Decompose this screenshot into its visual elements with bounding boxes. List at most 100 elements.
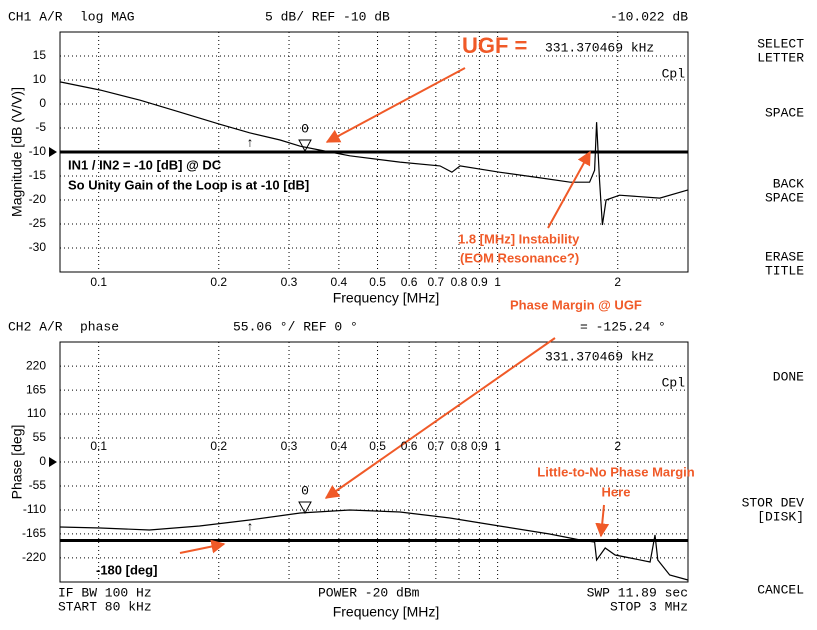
- status-text: POWER -20 dBm: [318, 585, 420, 600]
- y-tick-label: -5: [35, 120, 46, 134]
- x-tick-label: 0.2: [210, 275, 227, 289]
- annotation: Cpl: [662, 375, 686, 390]
- softkey-label: SPACE: [765, 190, 804, 205]
- y-tick-label: -25: [29, 216, 47, 230]
- y-tick-label: -10: [29, 144, 47, 158]
- softkey-label: TITLE: [765, 263, 804, 278]
- status-text: SWP 11.89 sec: [587, 585, 688, 600]
- softkey-label: DONE: [773, 369, 804, 384]
- y-tick-label: -220: [22, 550, 46, 564]
- x-tick-label: 0.1: [90, 275, 107, 289]
- annotation: Cpl: [662, 66, 686, 81]
- x-tick-label: 0.2: [210, 439, 227, 453]
- x-tick-label: 0.3: [281, 439, 298, 453]
- y-tick-label: 55: [33, 430, 47, 444]
- x-tick-label: 0.4: [331, 275, 348, 289]
- plot-frame: [59, 341, 689, 583]
- y-axis-label: Magnitude [dB (V/V)]: [9, 87, 25, 217]
- softkey-label: SPACE: [765, 105, 804, 120]
- annotation: 331.370469 kHz: [545, 40, 654, 55]
- y-tick-label: -20: [29, 192, 47, 206]
- channel-header: CH1 A/R: [8, 9, 63, 24]
- marker-arrow: ↑: [246, 519, 254, 534]
- softkey-label: BACK: [773, 176, 804, 191]
- phase-margin-arrow: [324, 337, 556, 499]
- x-axis-label: Frequency [MHz]: [333, 290, 440, 306]
- status-text: START 80 kHz: [58, 599, 152, 614]
- y-tick-label: 10: [33, 72, 47, 86]
- annotation: Here: [602, 484, 631, 499]
- softkey-label: STOR DEV: [742, 495, 805, 510]
- annotation: -180 [deg]: [96, 562, 157, 577]
- y-tick-label: 110: [27, 406, 46, 420]
- x-tick-label: 2: [614, 275, 621, 289]
- annotation: So Unity Gain of the Loop is at -10 [dB]: [68, 177, 309, 192]
- channel-header: phase: [80, 319, 119, 334]
- annotation: 331.370469 kHz: [545, 349, 654, 364]
- y-axis-label: Phase [deg]: [9, 425, 25, 500]
- channel-header: -10.022 dB: [610, 9, 688, 24]
- x-tick-label: 0.8: [451, 439, 468, 453]
- trace: [59, 81, 689, 226]
- status-text: STOP 3 MHz: [610, 599, 688, 614]
- softkey-label: SELECT: [757, 36, 804, 51]
- status-text: IF BW 100 Hz: [58, 585, 152, 600]
- x-tick-label: 0.9: [471, 439, 488, 453]
- x-tick-label: 0.5: [369, 275, 386, 289]
- x-tick-label: 0.6: [401, 275, 418, 289]
- x-tick-label: 1: [494, 275, 501, 289]
- annotation: = -125.24 °: [580, 319, 666, 334]
- softkey-label: LETTER: [757, 50, 804, 65]
- y-tick-label: -30: [29, 240, 47, 254]
- x-tick-label: 0.4: [331, 439, 348, 453]
- instability-arrow: [547, 150, 591, 229]
- ref-pointer: [49, 147, 57, 157]
- y-tick-label: -15: [29, 168, 47, 182]
- y-tick-label: 0: [39, 454, 46, 468]
- marker-triangle: [298, 501, 312, 515]
- x-tick-label: 0.1: [90, 439, 107, 453]
- channel-header: CH2 A/R: [8, 319, 63, 334]
- x-tick-label: 0.9: [471, 275, 488, 289]
- channel-header: 55.06 °/ REF 0 °: [233, 319, 358, 334]
- annotation: Little-to-No Phase Margin: [537, 464, 695, 479]
- annotation: (EOM Resonance?): [460, 250, 579, 265]
- x-tick-label: 0.7: [427, 275, 444, 289]
- little-margin-arrow: [595, 504, 610, 538]
- y-tick-label: 15: [33, 48, 47, 62]
- x-tick-label: 1: [494, 439, 501, 453]
- annotation-arrows: [179, 67, 610, 554]
- annotation: IN1 / IN2 = -10 [dB] @ DC: [68, 157, 222, 172]
- x-tick-label: 0.5: [369, 439, 386, 453]
- ugf-arrow: [325, 67, 466, 143]
- marker-number: 0: [301, 121, 309, 136]
- marker-triangle: [298, 139, 312, 153]
- x-tick-label: 0.8: [451, 275, 468, 289]
- trace: [59, 509, 689, 581]
- markers: 0 ↑ 0 ↑: [49, 121, 312, 534]
- x-tick-label: 0.6: [401, 439, 418, 453]
- y-tick-label: -55: [29, 478, 47, 492]
- annotation: Phase Margin @ UGF: [510, 297, 642, 312]
- x-tick-label: 0.3: [281, 275, 298, 289]
- deg180-arrow: [179, 539, 226, 554]
- y-tick-label: 165: [26, 382, 46, 396]
- y-tick-label: -165: [22, 526, 46, 540]
- annotation: UGF =: [462, 33, 527, 58]
- x-tick-label: 0.7: [427, 439, 444, 453]
- softkey-label: [DISK]: [757, 509, 804, 524]
- x-axis-label: Frequency [MHz]: [333, 604, 440, 620]
- y-tick-label: 220: [26, 358, 46, 372]
- marker-number: 0: [301, 483, 309, 498]
- annotation: 1.8 [MHz] Instability: [458, 231, 580, 246]
- channel-header: log MAG: [80, 9, 135, 24]
- marker-arrow: ↑: [246, 135, 254, 150]
- softkey-label: ERASE: [765, 249, 804, 264]
- softkey-label: CANCEL: [757, 582, 804, 597]
- x-tick-label: 2: [614, 439, 621, 453]
- channel-header: 5 dB/ REF -10 dB: [265, 9, 390, 24]
- y-tick-label: 0: [39, 96, 46, 110]
- ref-pointer: [49, 457, 57, 467]
- y-tick-label: -110: [23, 502, 46, 516]
